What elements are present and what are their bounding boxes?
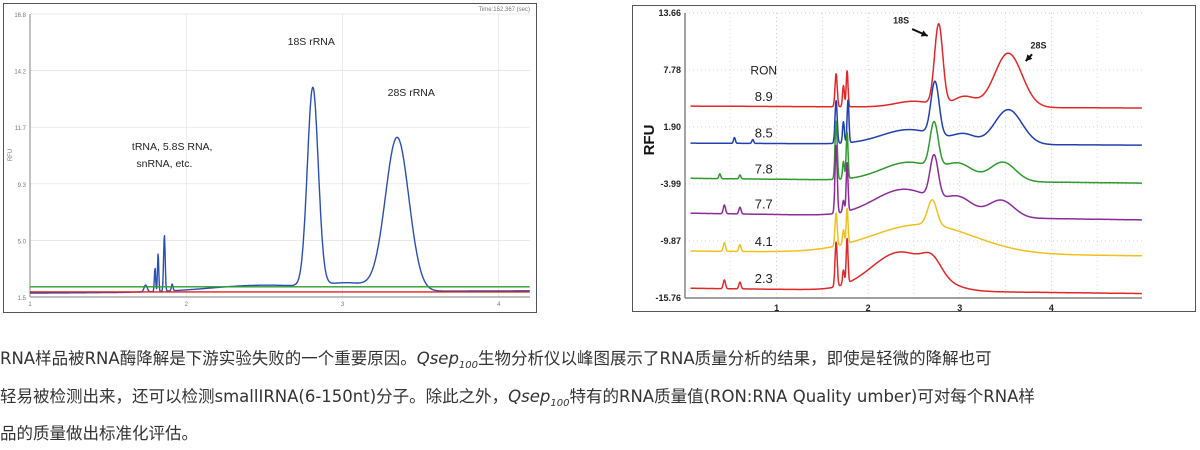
ron-comparison-chart: 13.66 7.78 1.90 -3.99 -9.87 -15.76 1 2 3 4 8.9 8.5 7… (632, 5, 1196, 313)
ron-value-label: 2.3 (755, 271, 773, 286)
text: 生物分析仪以峰图展示了RNA质量分析的结果，即使是轻微的降解也可 (478, 349, 992, 368)
y-tick-label: 16.8 (14, 13, 26, 19)
y-axis-label: RFU (8, 149, 14, 161)
description-paragraph: RNA样品被RNA酶降解是下游实验失败的一个重要原因。Qsep100生物分析仪以… (0, 344, 1200, 450)
ron-value-label: 7.7 (755, 196, 773, 211)
y-tick-label: -15.76 (655, 293, 681, 303)
x-tick-label: 1 (774, 303, 779, 313)
peak-annotation: snRNA, etc. (136, 158, 192, 170)
series-line-2.3 (690, 237, 1143, 295)
peak-annotation: 28S (1031, 40, 1047, 50)
y-tick-label: 1.5 (18, 296, 27, 302)
x-tick-label: 4 (1049, 303, 1054, 313)
product-name-text: Qsep (416, 349, 459, 368)
description-line: 轻易被检测出来，还可以检测smallIRNA(6-150nt)分子。除此之外，Q… (0, 382, 1200, 420)
x-tick-label: 3 (341, 302, 345, 308)
y-axis-label: RFU (641, 125, 658, 156)
ron-value-label: 7.8 (755, 161, 773, 176)
rna-electropherogram-chart: 1.5 5.0 9.3 11.7 14.2 16.8 1 2 3 4 18S rRNA 28S rRN… (3, 3, 537, 313)
y-tick-label: 11.7 (15, 126, 27, 132)
product-model: 100 (458, 360, 479, 371)
text: RNA样品被RNA酶降解是下游实验失败的一个重要原因。 (0, 349, 417, 368)
y-tick-label: 9.3 (18, 183, 27, 189)
description-line: RNA样品被RNA酶降解是下游实验失败的一个重要原因。Qsep100生物分析仪以… (0, 344, 1200, 382)
description-line: 品的质量做出标准化评估。 (0, 419, 1200, 450)
x-tick-label: 3 (957, 303, 962, 313)
peak-annotation: 28S rRNA (388, 87, 435, 99)
series-line-7.8 (690, 120, 1143, 184)
y-tick-label: -3.99 (660, 179, 681, 189)
arrowhead-icon (920, 30, 928, 37)
peak-annotation: tRNA, 5.8S RNA, (132, 141, 213, 153)
ron-value-label: 8.9 (755, 89, 773, 104)
y-tick-label: 1.90 (663, 122, 681, 132)
ron-value-label: 8.5 (755, 126, 773, 141)
series-line-8.9 (690, 22, 1143, 109)
y-tick-label: 14.2 (14, 70, 26, 76)
product-name: Qsep100 (508, 386, 570, 409)
y-tick-label: 13.66 (658, 8, 681, 18)
peak-annotation: 18S (893, 15, 909, 25)
product-model: 100 (550, 397, 570, 409)
text: 轻易被检测出来，还可以检测smallIRNA(6-150nt)分子。除此之外， (0, 386, 509, 406)
peak-annotation: 18S rRNA (288, 36, 335, 48)
y-tick-label: 7.78 (663, 65, 681, 75)
chart-frame (632, 5, 1196, 312)
arrowhead-icon (1025, 54, 1033, 62)
product-name: Qsep100 (416, 349, 479, 371)
series-line-4.1 (690, 199, 1143, 257)
y-tick-label: -9.87 (660, 236, 681, 246)
text: 品的质量做出标准化评估。 (0, 424, 198, 443)
x-tick-label: 2 (866, 303, 871, 313)
time-readout: Time:152.367 (sec) (479, 7, 530, 13)
product-name-text: Qsep (508, 386, 551, 406)
x-tick-label: 2 (185, 302, 189, 308)
text: 特有的RNA质量值(RON:RNA Quality umber)可对每个RNA样 (569, 386, 1035, 406)
ron-legend-title: RON (750, 64, 777, 78)
chart-frame (3, 3, 537, 313)
series-line-8.5 (690, 80, 1143, 146)
series-line-7.7 (690, 144, 1143, 221)
y-tick-label: 5.0 (18, 239, 27, 245)
x-tick-label: 1 (28, 302, 32, 308)
x-tick-label: 4 (497, 302, 501, 308)
ron-value-label: 4.1 (755, 234, 773, 249)
